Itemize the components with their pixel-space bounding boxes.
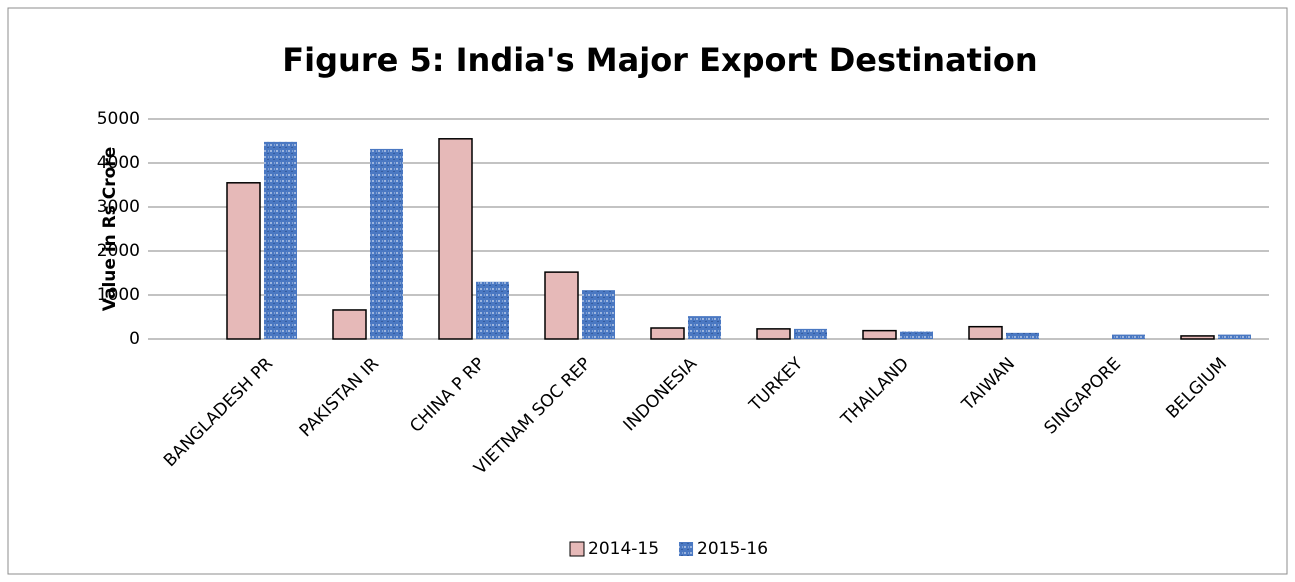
bar-texture: [688, 316, 721, 339]
chart-title: Figure 5: India's Major Export Destinati…: [282, 41, 1037, 79]
bar: [544, 271, 579, 340]
y-tick-label: 0: [129, 329, 140, 349]
legend-label: 2015-16: [697, 539, 768, 559]
bar: [756, 328, 791, 340]
bar: [332, 309, 367, 340]
bar: [438, 138, 473, 340]
bar-texture: [1112, 334, 1145, 339]
bar: [968, 325, 1003, 340]
bar-texture: [900, 331, 933, 339]
legend-label: 2014-15: [588, 539, 659, 559]
bar: [650, 327, 685, 340]
y-tick-label: 2000: [97, 241, 140, 261]
bar-texture: [476, 281, 509, 339]
legend-swatch: [569, 541, 585, 557]
y-tick-label: 4000: [97, 153, 140, 173]
chart-border: [7, 7, 1288, 575]
bar: [226, 182, 261, 340]
bar-texture: [264, 141, 297, 339]
legend-texture: [679, 542, 694, 556]
y-tick-label: 5000: [97, 109, 140, 129]
bar-texture: [582, 290, 615, 339]
y-tick-label: 1000: [97, 285, 140, 305]
y-axis-label: Value in Rs Crore: [100, 147, 120, 312]
bar-texture: [794, 328, 827, 339]
bar: [1180, 335, 1215, 340]
bar-texture: [1218, 334, 1251, 339]
bar: [862, 329, 897, 340]
bar-texture: [370, 148, 403, 339]
bar-texture: [1006, 332, 1039, 339]
y-tick-label: 3000: [97, 197, 140, 217]
